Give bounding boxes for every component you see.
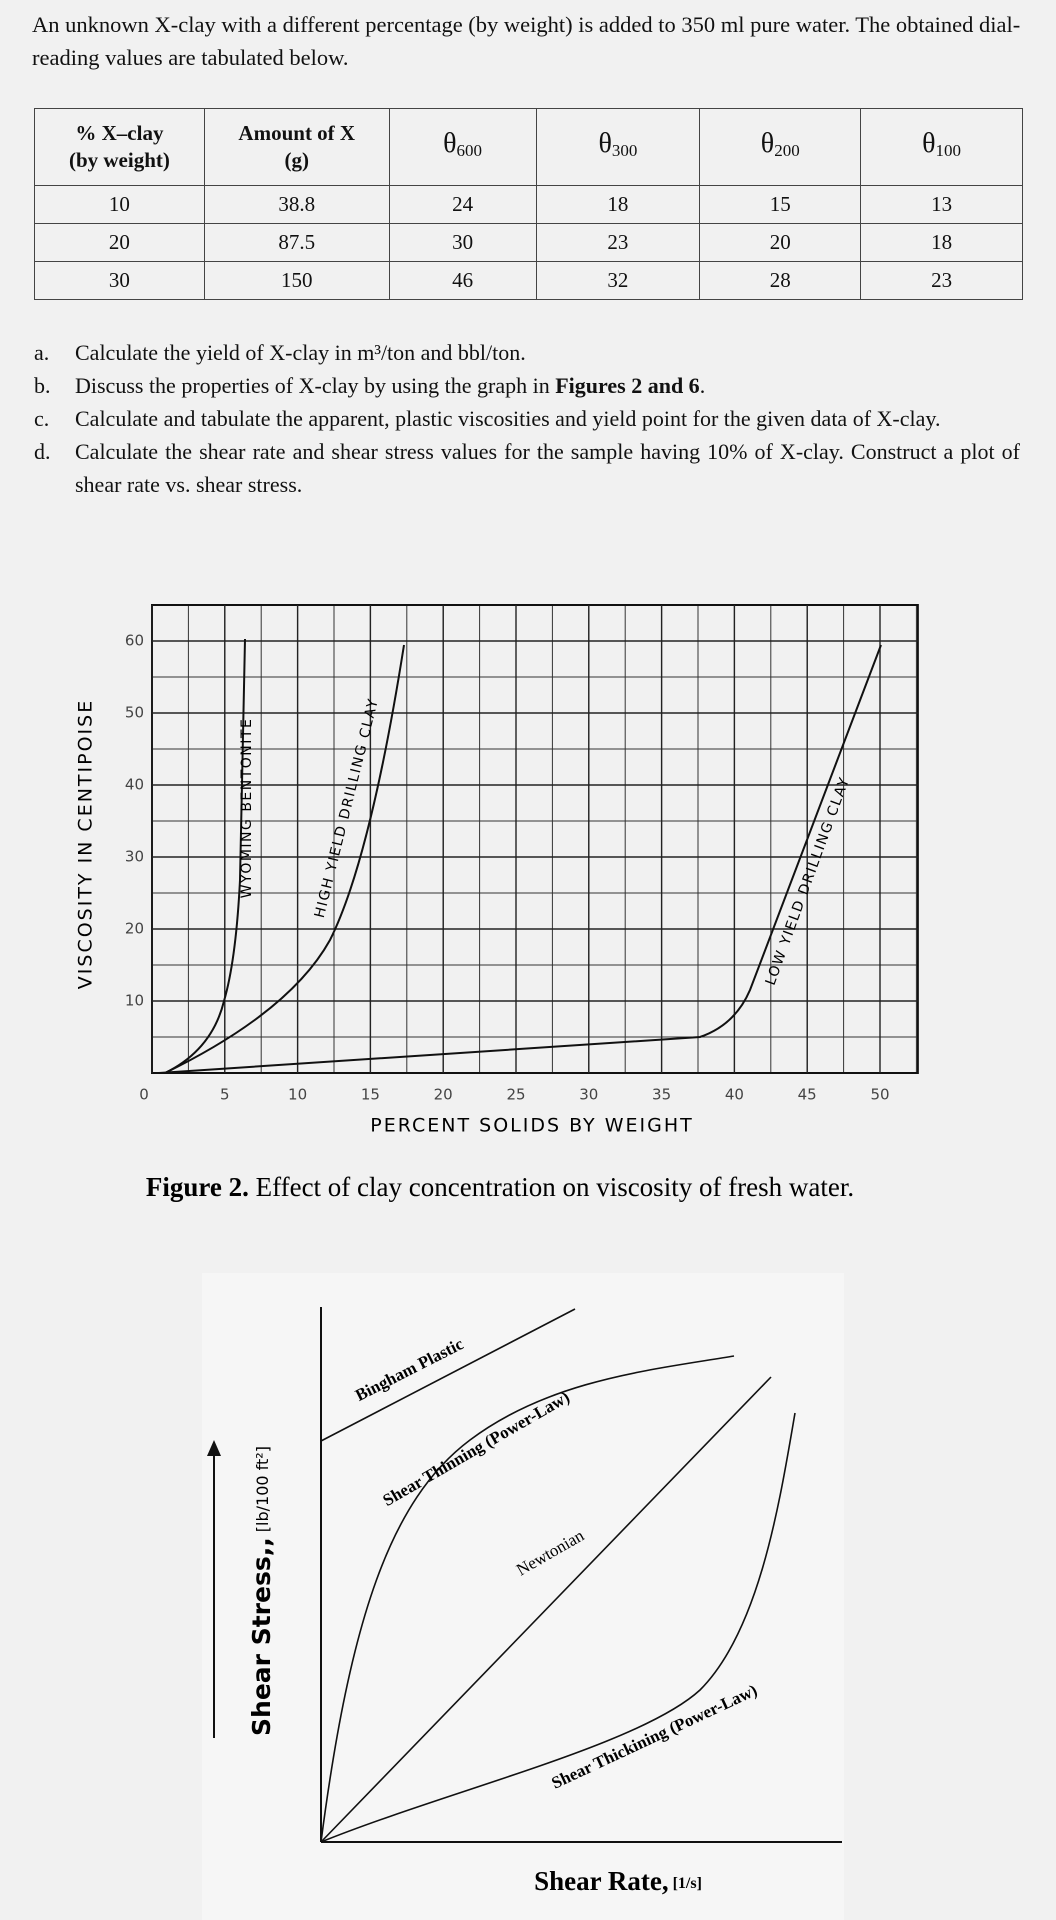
header-cell: θ300 [535, 108, 701, 186]
x-tick-label: 50 [870, 1086, 889, 1104]
question-text: Calculate and tabulate the apparent, pla… [75, 402, 1020, 435]
newtonian-line [320, 1376, 772, 1843]
x-axis-label: Shear Rate, [1/s] [534, 1866, 702, 1896]
x-tick-label: 10 [288, 1086, 307, 1104]
question-part: Calculate the shear rate and shear stres… [75, 439, 1020, 497]
label-unit: [lb/100 ft²] [253, 1446, 272, 1532]
caption-label: Figure 2. [146, 1172, 249, 1202]
question: a. Calculate the yield of X-clay in m³/to… [30, 336, 1020, 369]
question-label: d. [34, 439, 51, 464]
table-cell: 46 [388, 261, 537, 300]
x-tick-label: 20 [434, 1086, 453, 1104]
header-subscript: 100 [935, 141, 962, 160]
label-text: Shear Stress,, [247, 1537, 276, 1736]
label-unit: [1/s] [673, 1875, 702, 1892]
y-axis-label: Shear Stress,, [lb/100 ft²] [247, 1446, 276, 1736]
question-part: Calculate the yield of X-clay in m³/ton … [75, 340, 526, 365]
shear-thinning-curve [320, 1355, 735, 1843]
header-subscript: 600 [456, 141, 483, 160]
table-cell: 18 [535, 185, 701, 224]
table-cell: 24 [388, 185, 537, 224]
questions: a. Calculate the yield of X-clay in m³/to… [30, 336, 1020, 501]
table-cell: 32 [535, 261, 701, 300]
header-line: % X–clay [75, 121, 164, 145]
x-tick-label: 40 [725, 1086, 744, 1104]
question: b. Discuss the properties of X-clay by us… [30, 369, 1020, 402]
question-part: Discuss the properties of X-clay by usin… [75, 373, 556, 398]
table-row: 20 87.5 30 23 20 18 [34, 223, 1023, 262]
bingham-line [320, 1308, 576, 1442]
header-cell: θ600 [388, 108, 537, 186]
wyoming-curve [164, 638, 246, 1074]
figure3-background [202, 1273, 844, 1920]
x-tick-label: 5 [220, 1086, 230, 1104]
question-part: Calculate and tabulate the apparent, pla… [75, 406, 941, 431]
plot-frame [151, 604, 919, 1074]
intro-text: An unknown X-clay with a different perce… [32, 12, 1021, 70]
caption-text: Effect of clay concentration on viscosit… [256, 1172, 855, 1202]
table-cell: 87.5 [203, 223, 390, 262]
high-yield-curve [164, 644, 405, 1074]
figure-caption: Figure 2. Effect of clay concentration o… [146, 1172, 854, 1202]
table-cell: 23 [535, 223, 701, 262]
header-line: Amount of X [238, 121, 356, 145]
header-symbol: θ [443, 128, 457, 159]
y-tick-label: 10 [125, 992, 144, 1010]
question: c. Calculate and tabulate the apparent, p… [30, 402, 1020, 435]
header-cell: θ200 [699, 108, 862, 186]
x-tick-label: 30 [579, 1086, 598, 1104]
y-tick-label: 40 [125, 776, 144, 794]
header-symbol: θ [760, 128, 775, 159]
curve-label: HIGH YIELD DRILLING CLAY [312, 696, 382, 919]
x-tick-label: 25 [506, 1086, 525, 1104]
header-subscript: 200 [774, 141, 800, 160]
question-part: Figures 2 and 6 [555, 373, 700, 398]
question-part: . [699, 373, 706, 398]
table-row: 30 150 46 32 28 23 [34, 261, 1023, 300]
curve-label: LOW YIELD DRILLING CLAY [763, 775, 854, 988]
x-tick-label: 45 [798, 1086, 817, 1104]
table-cell: 150 [203, 261, 390, 300]
table-cell: 23 [860, 261, 1023, 300]
figure2: 10 20 30 40 50 60 0 5 10 15 20 25 30 35 40 45 50 [125, 604, 919, 1104]
question-label: a. [34, 340, 50, 365]
table-cell: 28 [699, 261, 862, 300]
header-line: (g) [284, 148, 310, 172]
arrow-head [207, 1440, 221, 1456]
y-tick-label: 60 [125, 632, 144, 650]
header-cell: % X–clay (by weight) [34, 108, 205, 186]
header-subscript: 300 [611, 141, 638, 160]
x-tick-label: 35 [652, 1086, 671, 1104]
question-text: Discuss the properties of X-clay by usin… [75, 369, 1020, 402]
header-cell: Amount of X (g) [203, 108, 390, 186]
dial-reading-table: % X–clay (by weight) Amount of X (g) θ600 θ30… [34, 108, 1023, 300]
x-axis-label: PERCENT SOLIDS BY WEIGHT [370, 1115, 693, 1137]
y-tick-label: 20 [125, 920, 144, 938]
header-symbol: θ [922, 128, 936, 159]
table-cell: 30 [34, 261, 205, 300]
y-axis-label: VISCOSITY IN CENTIPOISE [75, 699, 97, 989]
question-text: Calculate the yield of X-clay in m³/ton … [75, 336, 1020, 369]
y-tick-label: 50 [125, 704, 144, 722]
x-tick-label: 15 [361, 1086, 380, 1104]
table-body: 10 38.8 24 18 15 13 20 87.5 30 23 20 18 30 150 46 32 28 2… [34, 185, 1023, 300]
x-tick-label: 0 [139, 1086, 149, 1104]
header-row: % X–clay (by weight) Amount of X (g) θ600 θ30… [34, 108, 1023, 186]
table-cell: 20 [699, 223, 862, 262]
question-label: b. [34, 373, 51, 398]
table-cell: 13 [860, 185, 1023, 224]
header-symbol: θ [598, 128, 612, 159]
table-cell: 10 [34, 185, 205, 224]
y-tick-label: 30 [125, 848, 144, 866]
question: d. Calculate the shear rate and shear str… [30, 435, 1020, 501]
low-yield-curve [158, 644, 882, 1074]
curve-label: WYOMING BENTONITE [239, 718, 255, 899]
shear-thickening-curve [320, 1412, 796, 1843]
question-text: Calculate the shear rate and shear stres… [75, 435, 1020, 501]
label-text: Shear Rate, [534, 1866, 669, 1896]
header-line: (by weight) [68, 148, 170, 172]
question-label: c. [34, 406, 50, 431]
